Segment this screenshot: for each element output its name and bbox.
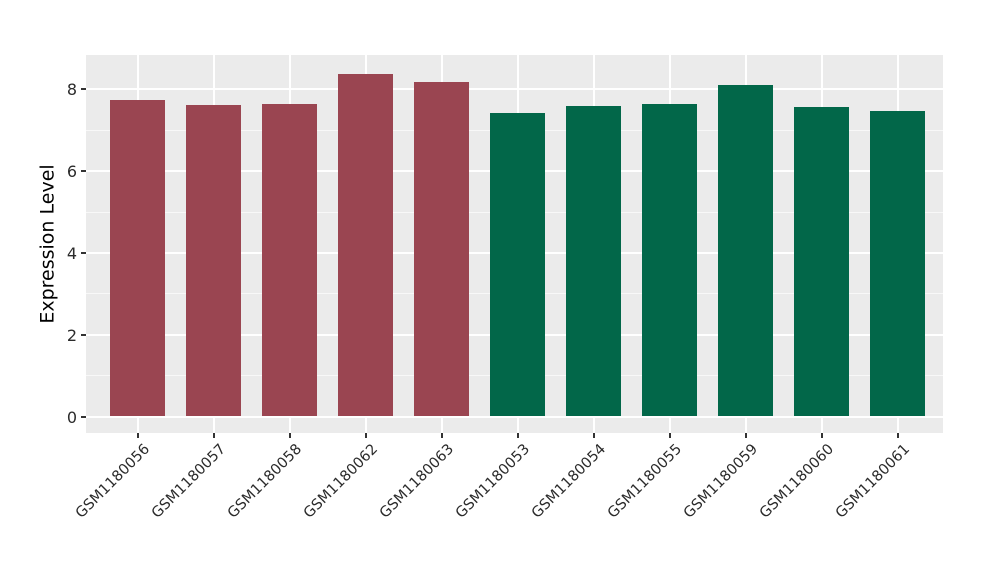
- bar-GSM1180054: [566, 106, 621, 417]
- x-axis-tick: [516, 433, 519, 438]
- y-tick-label: 2: [66, 325, 77, 345]
- y-axis-tick: [81, 333, 86, 336]
- x-tick-label: GSM1180059: [680, 441, 762, 522]
- x-axis-tick: [592, 433, 595, 438]
- y-axis-title: Expression Level: [30, 55, 66, 433]
- x-tick-label: GSM1180055: [604, 441, 686, 522]
- bar-GSM1180058: [262, 103, 317, 417]
- gridline-major-y: [86, 88, 943, 91]
- bar-GSM1180062: [338, 73, 393, 417]
- y-axis-title-text: Expression Level: [37, 164, 59, 324]
- x-tick-label: GSM1180060: [756, 441, 838, 522]
- y-tick-label: 4: [66, 243, 77, 263]
- bar-GSM1180055: [642, 103, 697, 417]
- y-tick-label: 0: [66, 407, 77, 427]
- x-tick-label: GSM1180056: [72, 441, 154, 522]
- x-axis-tick: [136, 433, 139, 438]
- x-tick-label: GSM1180053: [452, 441, 534, 522]
- bar-GSM1180059: [718, 85, 773, 417]
- x-axis-tick: [440, 433, 443, 438]
- bar-GSM1180056: [110, 99, 165, 417]
- x-axis-tick: [288, 433, 291, 438]
- x-axis-tick: [212, 433, 215, 438]
- x-tick-label: GSM1180063: [376, 441, 458, 522]
- bar-GSM1180063: [414, 81, 469, 417]
- y-tick-label: 6: [66, 162, 77, 182]
- y-axis-tick: [81, 88, 86, 91]
- y-axis-tick: [81, 415, 86, 418]
- y-axis-tick: [81, 251, 86, 254]
- x-axis-tick: [896, 433, 899, 438]
- x-axis-tick: [820, 433, 823, 438]
- bar-GSM1180057: [186, 104, 241, 417]
- x-tick-label: GSM1180062: [300, 441, 382, 522]
- x-axis-tick: [364, 433, 367, 438]
- x-tick-label: GSM1180058: [224, 441, 306, 522]
- y-tick-label: 8: [66, 80, 77, 100]
- x-tick-label: GSM1180057: [148, 441, 230, 522]
- bar-GSM1180053: [490, 113, 545, 417]
- plot-panel: [86, 55, 943, 433]
- bar-GSM1180061: [870, 110, 925, 417]
- y-axis-tick: [81, 170, 86, 173]
- x-axis-tick: [668, 433, 671, 438]
- gridline-major-y: [86, 415, 943, 418]
- bar-GSM1180060: [794, 107, 849, 417]
- x-tick-label: GSM1180054: [528, 441, 610, 522]
- x-tick-label: GSM1180061: [832, 441, 914, 522]
- x-axis-tick: [744, 433, 747, 438]
